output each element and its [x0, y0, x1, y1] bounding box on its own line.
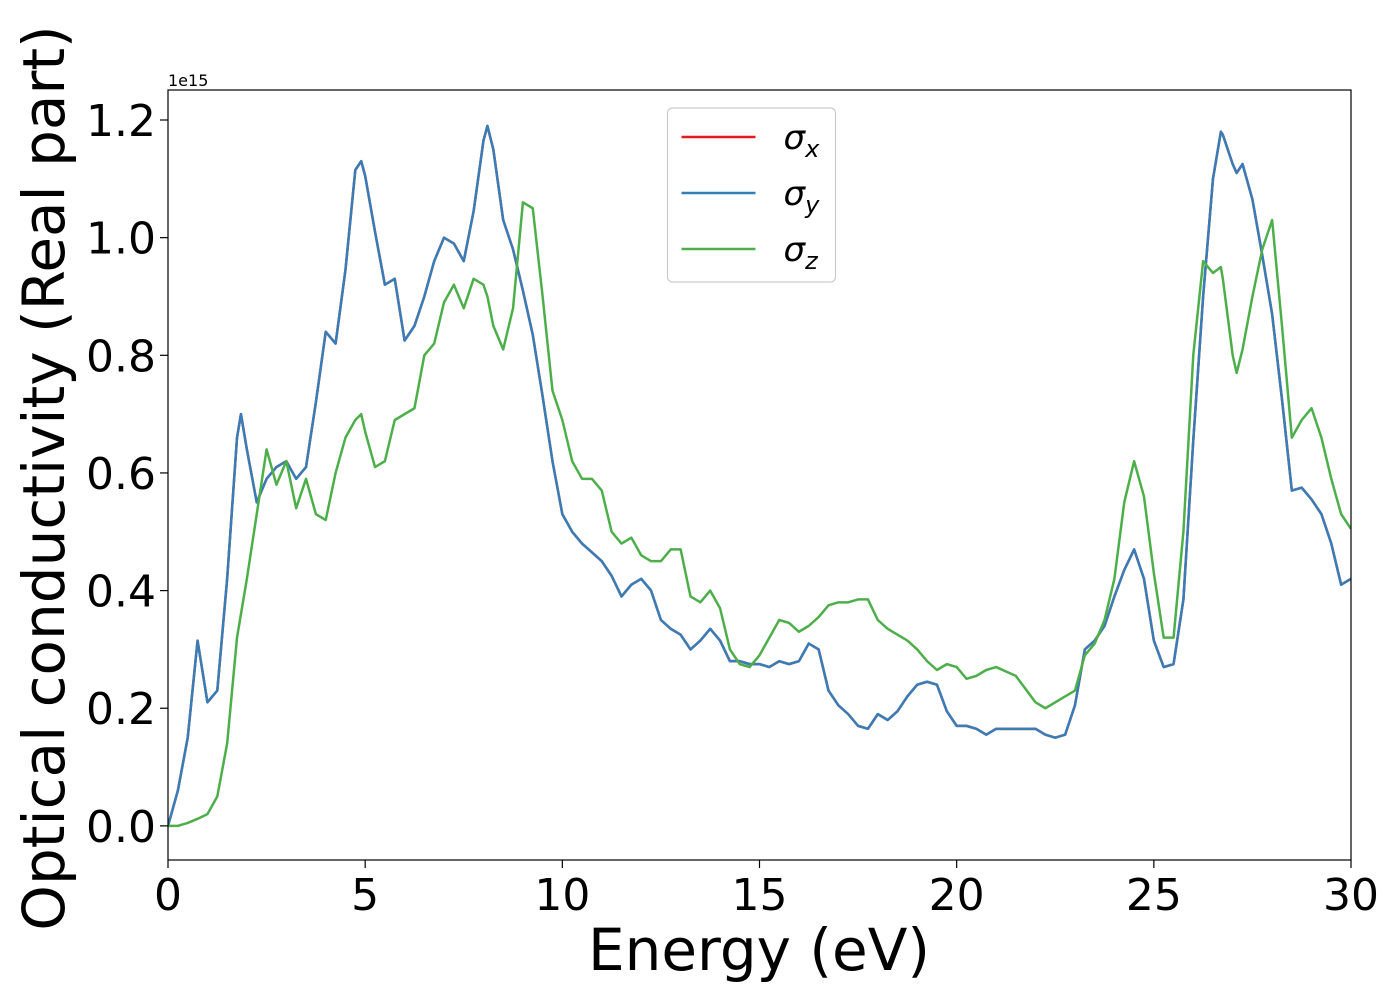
y-tick-label: 0.4: [86, 567, 156, 618]
x-tick-label: 25: [1126, 870, 1182, 921]
x-tick-label: 20: [929, 870, 985, 921]
series-line: [168, 201, 1351, 828]
series-line: [168, 124, 1351, 827]
legend-box: [666, 107, 837, 283]
legend-label: σy: [784, 174, 821, 219]
x-axis-label: Energy (eV): [588, 916, 930, 984]
y-tick-label: 0.2: [86, 684, 156, 735]
x-tick-label: 0: [154, 870, 182, 921]
legend-label: σz: [784, 230, 820, 275]
x-tick-label: 30: [1323, 870, 1379, 921]
legend-label: σx: [784, 118, 821, 163]
x-tick-label: 15: [732, 870, 788, 921]
y-tick-label: 0.8: [86, 331, 156, 382]
offset-label: 1e15: [168, 71, 208, 90]
y-axis-label: Optical conductivity (Real part): [10, 25, 78, 930]
y-tick-label: 0.6: [86, 449, 156, 500]
y-tick-label: 1.0: [86, 214, 156, 265]
y-tick-label: 0.0: [86, 802, 156, 853]
y-tick-label: 1.2: [86, 96, 156, 147]
x-tick-label: 5: [351, 870, 379, 921]
x-tick-label: 10: [534, 870, 590, 921]
plot-frame: [167, 89, 1352, 861]
